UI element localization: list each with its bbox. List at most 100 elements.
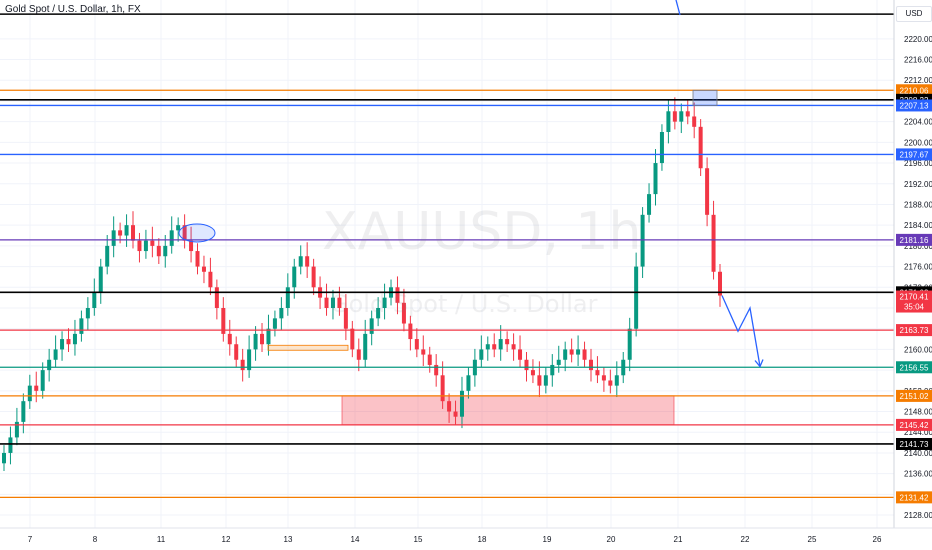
candle-body: [453, 411, 458, 417]
candle-body: [47, 359, 52, 371]
time-tick-label: 8: [93, 535, 98, 544]
time-tick-label: 11: [157, 535, 166, 544]
candle-body: [408, 323, 413, 340]
level-price-label: 2163.73: [900, 326, 929, 335]
time-tick-label: 26: [873, 535, 882, 544]
candle-body: [672, 111, 677, 122]
time-tick-label: 15: [414, 535, 423, 544]
candle-body: [659, 132, 664, 164]
level-price-tag: [896, 99, 932, 112]
level-price-tag: [896, 233, 932, 246]
projection-path-layer: [178, 0, 764, 368]
candle-body: [98, 266, 103, 293]
price-tick-label: 2196.00: [904, 159, 932, 168]
candle-body: [479, 349, 484, 360]
candle-body: [401, 302, 406, 324]
candle-body: [92, 292, 97, 308]
upper-trend-segment: [675, 0, 681, 16]
candle-body: [350, 328, 355, 350]
candle-body: [679, 111, 684, 122]
level-price-tag: [896, 437, 932, 450]
candle-body: [459, 390, 464, 417]
candle-body: [143, 240, 148, 252]
level-price-label: 2151.02: [900, 392, 929, 401]
candle-body: [227, 333, 232, 345]
candle-body: [505, 339, 510, 345]
price-tick-label: 2128.00: [904, 511, 932, 520]
level-price-label: 2156.55: [900, 363, 929, 372]
projection-path: [721, 295, 761, 367]
price-tick-label: 2216.00: [904, 56, 932, 65]
candle-body: [118, 230, 123, 236]
price-tick-label: 2136.00: [904, 470, 932, 479]
price-tick-label: 2220.00: [904, 35, 932, 44]
candle-body: [60, 339, 65, 350]
candle-body: [305, 256, 310, 267]
candle-body: [337, 297, 342, 308]
time-tick-label: 19: [543, 535, 552, 544]
level-price-label: 2131.42: [900, 493, 929, 502]
price-tick-label: 2192.00: [904, 180, 932, 189]
level-price-tag: [896, 361, 932, 374]
candle-body: [440, 375, 445, 402]
candle-body: [563, 349, 568, 360]
candle-body: [556, 359, 561, 365]
candle-body: [272, 318, 277, 329]
price-tick-label: 2188.00: [904, 200, 932, 209]
last-price-label: 2170.41: [900, 293, 929, 302]
candle-body: [14, 421, 19, 438]
candle-body: [447, 401, 452, 412]
candle-body: [214, 287, 219, 308]
candle-body: [569, 349, 574, 355]
candle-body: [66, 339, 71, 345]
price-tick-label: 2176.00: [904, 263, 932, 272]
price-tick-label: 2140.00: [904, 449, 932, 458]
candle-body: [543, 375, 548, 386]
candle-body: [311, 266, 316, 288]
demand-zone-layer: [0, 0, 894, 528]
level-price-label: 2145.42: [900, 421, 929, 430]
level-price-tag: [896, 148, 932, 161]
candle-body: [8, 437, 13, 453]
candle-body: [530, 370, 535, 376]
demand-zone-box: [341, 395, 675, 426]
candle-body: [169, 230, 174, 246]
level-price-label: 2207.13: [900, 101, 929, 110]
candle-body: [427, 354, 432, 365]
candle-body: [324, 297, 329, 308]
candle-body: [21, 401, 26, 422]
candle-body: [421, 349, 426, 355]
currency-button[interactable]: USD: [896, 6, 932, 22]
candle-body: [260, 333, 265, 345]
candle-body: [292, 266, 297, 288]
candle-body: [27, 385, 32, 402]
level-price-label: 2141.73: [900, 440, 929, 449]
time-axis[interactable]: 7 8 11 12 13 14 15 18 19 20 21 22 25 26: [28, 535, 882, 544]
candle-body: [601, 375, 606, 381]
candle-body: [511, 344, 516, 350]
candle-body: [195, 251, 200, 267]
candle-body: [189, 240, 194, 252]
candle-body: [685, 111, 690, 117]
candle-body: [2, 452, 6, 464]
candle-body: [285, 287, 290, 308]
candle-body: [240, 359, 245, 371]
level-price-tag: [896, 491, 932, 504]
bar-countdown-label: 35:04: [904, 303, 925, 312]
top-box: [692, 89, 718, 106]
candle-body: [105, 245, 110, 267]
candle-body: [253, 333, 258, 350]
candle-body: [647, 194, 652, 215]
candle-body: [156, 245, 161, 257]
time-tick-label: 25: [808, 535, 817, 544]
candle-body: [131, 225, 136, 241]
candle-body: [576, 349, 581, 355]
candle-body: [176, 225, 181, 231]
time-tick-label: 12: [222, 535, 231, 544]
time-tick-label: 7: [28, 535, 33, 544]
level-price-label: 2197.67: [900, 150, 929, 159]
candle-body: [53, 349, 58, 360]
time-tick-label: 22: [741, 535, 750, 544]
level-price-tag: [896, 418, 932, 431]
